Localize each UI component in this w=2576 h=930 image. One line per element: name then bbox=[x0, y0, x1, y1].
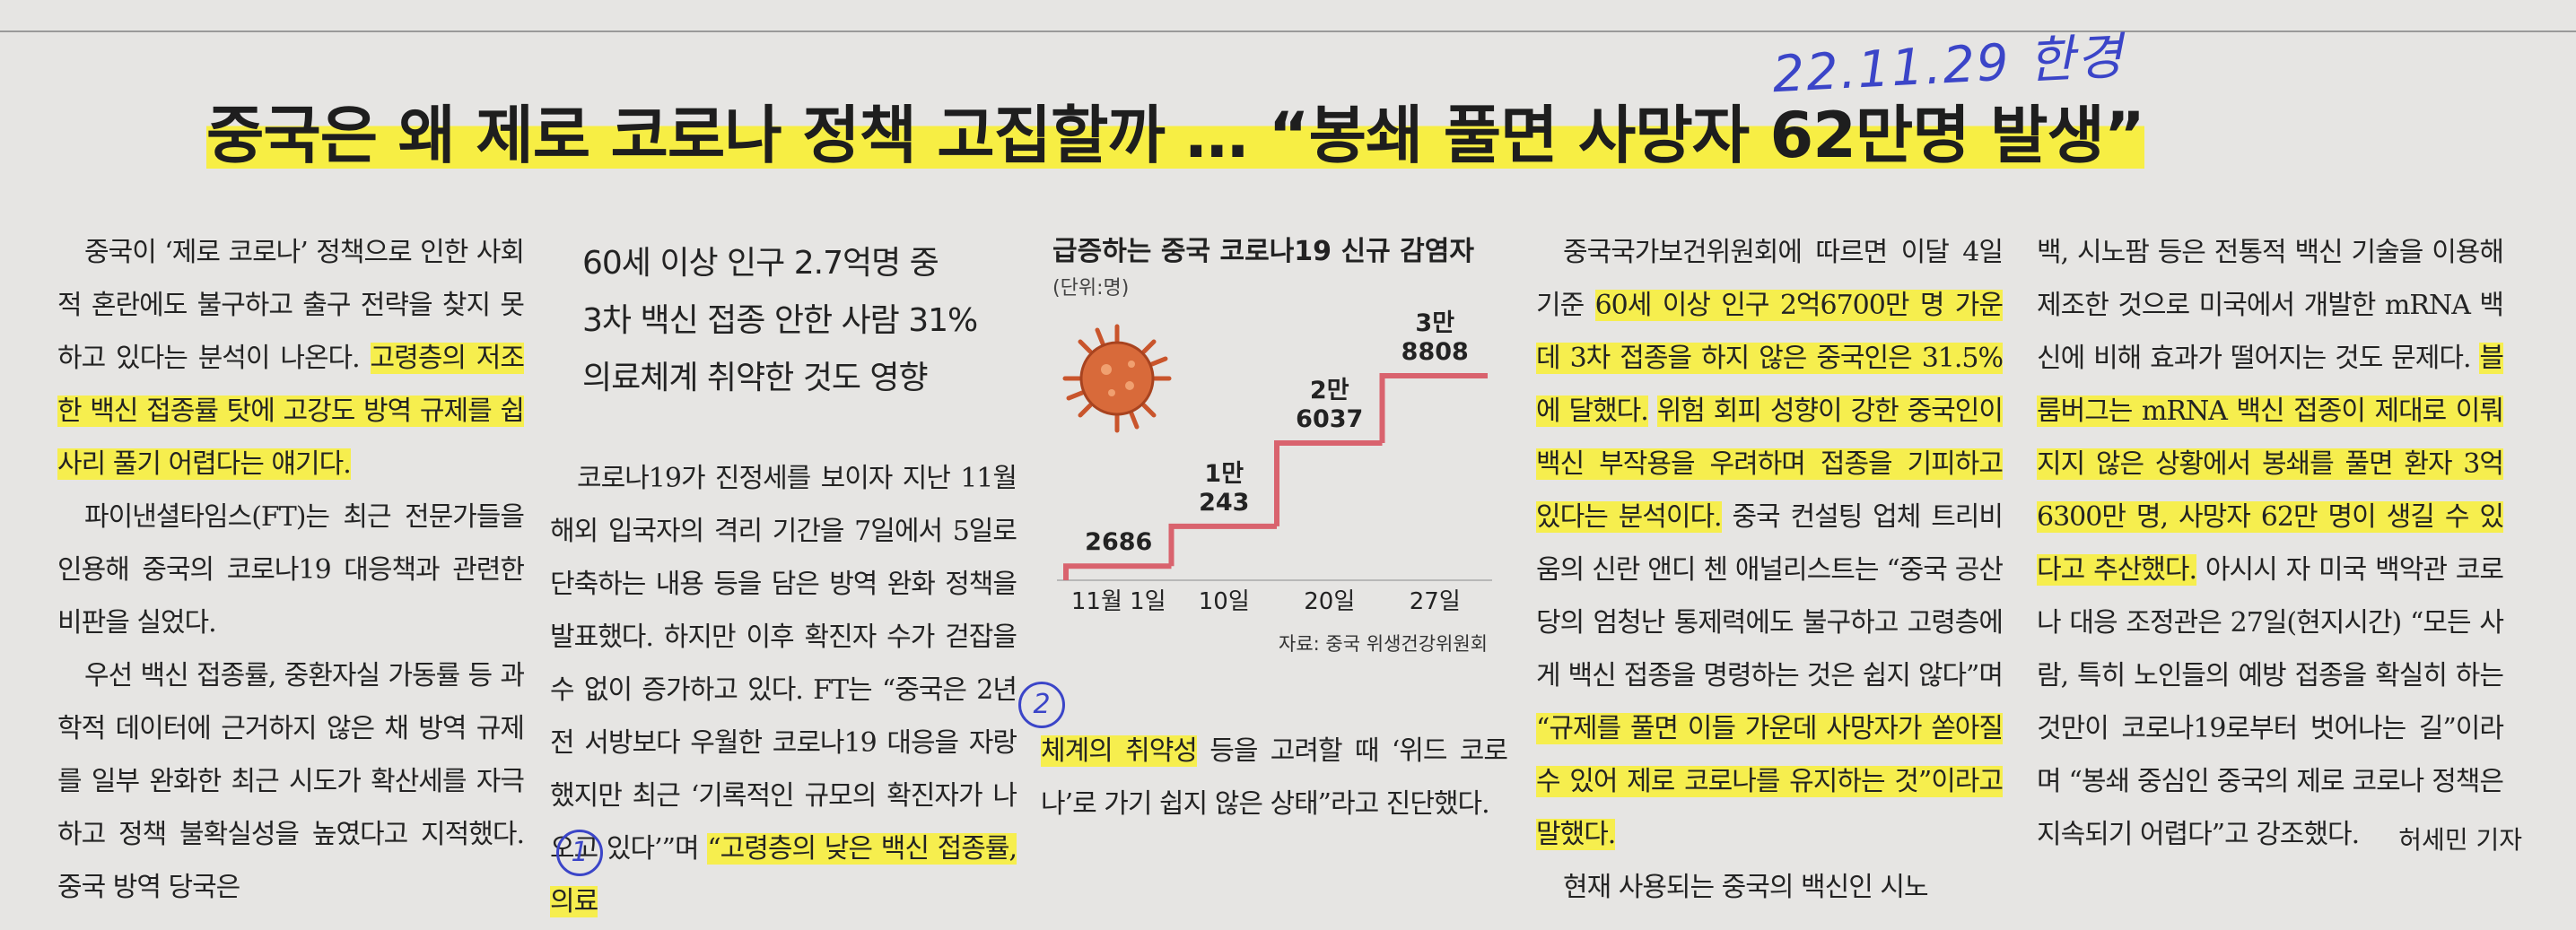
highlighted-text: 체계의 취약성 bbox=[1041, 735, 1198, 767]
subhead: 3차 백신 접종 안한 사람 31% bbox=[582, 302, 978, 339]
text: 중국이 ‘제로 코로나’ 정책으로 인한 사회적 혼란에도 불구하고 출구 전략… bbox=[57, 237, 525, 374]
x-tick-label: 10일 bbox=[1199, 588, 1250, 615]
chart-unit: (단위:명) bbox=[1052, 277, 1129, 300]
chart: 급증하는 중국 코로나19 신규 감염자 (단위:명) 11월 1일 10일 20일… bbox=[1035, 235, 1511, 665]
column: 60세 이상 인구 2.7억명 중 3차 백신 접종 안한 사람 31% 의료체계 … bbox=[550, 235, 1017, 928]
paragraph: 우선 백신 접종률, 중환자실 가동률 등 과학적 데이터에 근거하지 않은 채… bbox=[57, 649, 525, 914]
paragraph: 중국국가보건위원회에 따르면 이달 4일 기준 60세 이상 인구 2억6700… bbox=[1536, 226, 2004, 861]
text: 파이낸셜타임스(FT)는 최근 전문가들을 인용해 중국의 코로나19 대응책과… bbox=[57, 501, 525, 639]
step-segment bbox=[1379, 373, 1488, 444]
step-segment bbox=[1063, 563, 1172, 580]
byline: 허세민 기자 bbox=[2398, 825, 2522, 855]
subhead: 의료체계 취약한 것도 영향 bbox=[582, 360, 929, 396]
handwritten-circle: 2 bbox=[1018, 682, 1065, 728]
value-label: 3만 8808 bbox=[1401, 309, 1469, 366]
text: 우선 백신 접종률, 중환자실 가동률 등 과학적 데이터에 근거하지 않은 채… bbox=[57, 660, 525, 903]
paragraph: 코로나19가 진정세를 보이자 지난 11월 해외 입국자의 격리 기간을 7일… bbox=[550, 452, 1017, 928]
value-label: 1만 243 bbox=[1199, 459, 1250, 517]
value-label: 2686 bbox=[1085, 528, 1153, 557]
chart-title: 급증하는 중국 코로나19 신규 감염자 bbox=[1052, 236, 1474, 267]
text: 중국 컨설팅 업체 트리비움의 신란 앤디 첸 애널리스트는 “중국 공산당의 … bbox=[1536, 501, 2004, 691]
column: 체계의 취약성 등을 고려할 때 ‘위드 코로나’로 가기 쉽지 않은 상태”라… bbox=[1041, 725, 1508, 830]
x-tick-label: 27일 bbox=[1410, 588, 1461, 615]
text: 현재 사용되는 중국의 백신인 시노 bbox=[1563, 872, 1929, 903]
chart-svg: 급증하는 중국 코로나19 신규 감염자 (단위:명) 11월 1일 10일 20일… bbox=[1052, 236, 1492, 655]
paragraph: 중국이 ‘제로 코로나’ 정책으로 인한 사회적 혼란에도 불구하고 출구 전략… bbox=[57, 226, 525, 491]
text: 코로나19가 진정세를 보이자 지난 11월 해외 입국자의 격리 기간을 7일… bbox=[550, 463, 1017, 865]
chart-source: 자료: 중국 위생건강위원회 bbox=[1279, 633, 1488, 655]
virus-icon bbox=[1062, 324, 1172, 433]
value-label: 2만 6037 bbox=[1296, 377, 1364, 434]
top-rule bbox=[0, 30, 2576, 32]
text bbox=[1648, 395, 1657, 427]
column: 백, 시노팜 등은 전통적 백신 기술을 이용해 제조한 것으로 미국에서 개발… bbox=[2037, 226, 2504, 861]
text: 백, 시노팜 등은 전통적 백신 기술을 이용해 제조한 것으로 미국에서 개발… bbox=[2037, 237, 2504, 374]
headline: 중국은 왜 제로 코로나 정책 고집할까 … “봉쇄 풀면 사망자 62만명 발… bbox=[206, 85, 2145, 176]
x-tick-label: 20일 bbox=[1304, 588, 1355, 615]
paragraph: 현재 사용되는 중국의 백신인 시노 bbox=[1536, 861, 2003, 914]
step-segment bbox=[1168, 523, 1277, 567]
subhead: 60세 이상 인구 2.7억명 중 bbox=[582, 245, 939, 282]
subheads: 60세 이상 인구 2.7억명 중 3차 백신 접종 안한 사람 31% 의료체계 … bbox=[550, 235, 1017, 407]
text: 아시시 자 미국 백악관 코로나 대응 조정관은 27일(현지시간) “모든 사… bbox=[2037, 554, 2504, 850]
text: 중국국가보건위원회에 따르면 이달 4일 기준 bbox=[1536, 237, 2004, 321]
step-segment bbox=[1274, 440, 1383, 526]
handwritten-circle: 1 bbox=[556, 830, 603, 876]
highlighted-text: 블룸버그는 mRNA 백신 접종이 제대로 이뤄지지 않은 상황에서 봉쇄를 풀… bbox=[2037, 343, 2504, 586]
column: 중국이 ‘제로 코로나’ 정책으로 인한 사회적 혼란에도 불구하고 출구 전략… bbox=[57, 226, 525, 914]
paragraph: 파이낸셜타임스(FT)는 최근 전문가들을 인용해 중국의 코로나19 대응책과… bbox=[57, 491, 525, 649]
paragraph: 백, 시노팜 등은 전통적 백신 기술을 이용해 제조한 것으로 미국에서 개발… bbox=[2037, 226, 2504, 861]
highlighted-text: “규제를 풀면 이들 가운데 사망자가 쏟아질 수 있어 제로 코로나를 유지하… bbox=[1536, 713, 2004, 850]
paragraph: 체계의 취약성 등을 고려할 때 ‘위드 코로나’로 가기 쉽지 않은 상태”라… bbox=[1041, 725, 1508, 830]
column: 중국국가보건위원회에 따르면 이달 4일 기준 60세 이상 인구 2억6700… bbox=[1536, 226, 2004, 914]
text: 등을 고려할 때 ‘위드 코로나’로 가기 쉽지 않은 상태”라고 진단했다. bbox=[1041, 735, 1508, 820]
x-tick-label: 11월 1일 bbox=[1071, 588, 1166, 615]
